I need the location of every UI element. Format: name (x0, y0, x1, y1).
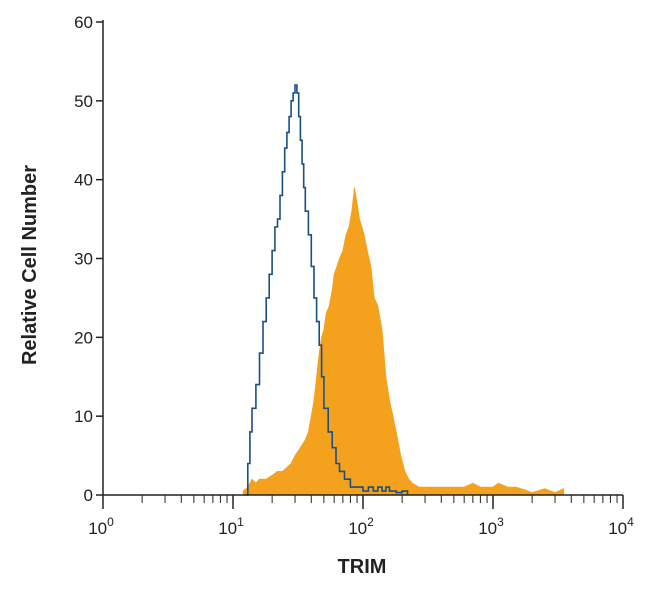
axes: 0 10 20 30 40 50 60 100 101 102 103 104 (74, 13, 634, 538)
plot-area (242, 84, 565, 496)
y-tick-label: 0 (84, 486, 93, 505)
x-tick-label: 100 (88, 515, 114, 538)
y-axis-label: Relative Cell Number (19, 165, 41, 365)
histogram-outline-series (245, 84, 409, 496)
histogram-filled-series (242, 187, 565, 496)
y-tick-label: 30 (74, 250, 93, 269)
y-tick-label: 10 (74, 407, 93, 426)
x-tick-label: 102 (348, 515, 374, 538)
y-tick-label: 20 (74, 328, 93, 347)
y-tick-label: 50 (74, 92, 93, 111)
x-axis-label: TRIM (338, 556, 387, 578)
y-tick-label: 60 (74, 13, 93, 32)
x-tick-label: 104 (608, 515, 634, 538)
x-tick-label: 101 (218, 515, 244, 538)
y-tick-label: 40 (74, 171, 93, 190)
x-tick-label: 103 (478, 515, 504, 538)
